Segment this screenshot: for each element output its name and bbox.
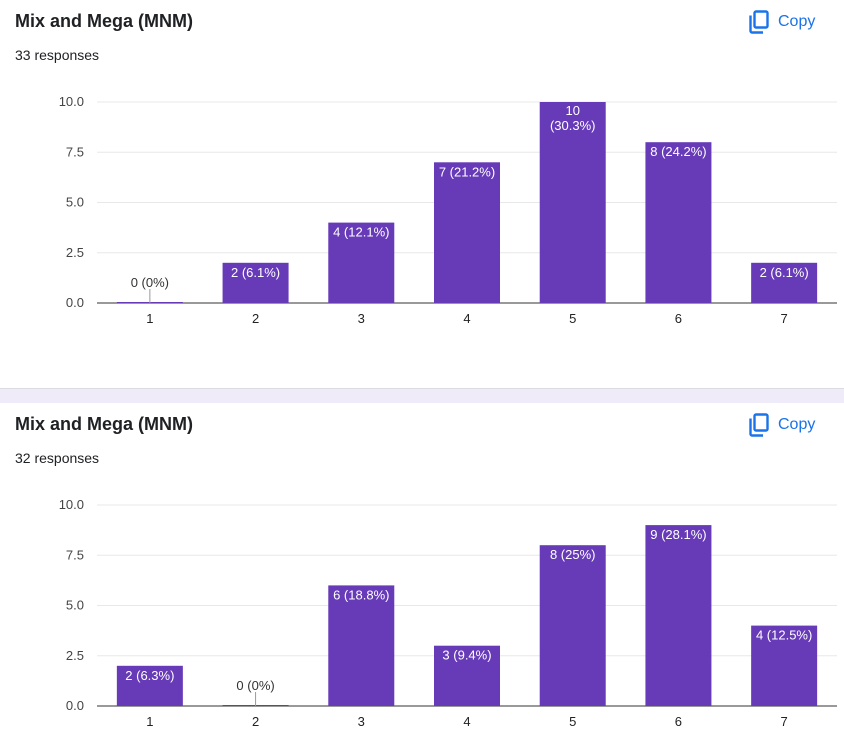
- y-tick-label: 5.0: [66, 598, 84, 613]
- bar: [328, 222, 395, 303]
- data-label: 0 (0%): [131, 275, 169, 290]
- y-tick-label: 0.0: [66, 295, 84, 310]
- question-title: Mix and Mega (MNM): [15, 11, 193, 31]
- data-label: 2 (6.3%): [125, 668, 174, 683]
- y-tick-label: 7.5: [66, 547, 84, 562]
- bar: [751, 625, 818, 706]
- bar-chart: 0.0 2.5 5.0 7.5 10.0 0 (0%) 1 2 (6.1%) 2 4 (12.1%…: [59, 94, 837, 326]
- copy-icon: [748, 10, 770, 34]
- y-tick-label: 2.5: [66, 648, 84, 663]
- bar: [645, 525, 712, 706]
- question-title: Mix and Mega (MNM): [15, 414, 193, 434]
- x-tick-label: 3: [358, 311, 365, 326]
- bar: [116, 665, 183, 706]
- question-card: Mix and Mega (MNM) 32 responses Copy 0.0…: [0, 403, 844, 749]
- x-tick-label: 5: [569, 311, 576, 326]
- data-label: 0 (0%): [236, 678, 274, 693]
- y-tick-label: 7.5: [66, 144, 84, 159]
- x-tick-label: 3: [358, 714, 365, 729]
- copy-icon: [748, 413, 770, 437]
- copy-button[interactable]: Copy: [744, 6, 819, 38]
- x-tick-label: 1: [146, 311, 153, 326]
- y-tick-label: 0.0: [66, 698, 84, 713]
- response-count: 32 responses: [15, 450, 100, 466]
- data-label: 10: [565, 103, 579, 118]
- copy-label: Copy: [778, 416, 816, 433]
- y-tick-label: 10.0: [59, 497, 84, 512]
- bar-chart: 0.0 2.5 5.0 7.5 10.0 2 (6.3%) 1 0 (0%) 2 6 (18.8%…: [59, 497, 837, 729]
- bar: [539, 102, 606, 303]
- data-label: 4 (12.1%): [333, 225, 389, 240]
- x-tick-label: 5: [569, 714, 576, 729]
- x-tick-label: 7: [781, 311, 788, 326]
- data-label: 3 (9.4%): [442, 648, 491, 663]
- x-tick-label: 6: [675, 714, 682, 729]
- bar: [222, 262, 289, 303]
- x-tick-label: 1: [146, 714, 153, 729]
- bar: [751, 262, 818, 303]
- data-label: 8 (24.2%): [650, 144, 706, 159]
- y-tick-label: 5.0: [66, 195, 84, 210]
- data-label: 8 (25%): [550, 547, 596, 562]
- copy-label: Copy: [778, 13, 816, 30]
- x-tick-label: 6: [675, 311, 682, 326]
- x-tick-label: 2: [252, 311, 259, 326]
- bar: [328, 585, 395, 706]
- data-label: (30.3%): [550, 118, 596, 133]
- y-tick-label: 10.0: [59, 94, 84, 109]
- copy-button[interactable]: Copy: [744, 409, 819, 441]
- x-tick-label: 2: [252, 714, 259, 729]
- x-tick-label: 4: [463, 311, 470, 326]
- x-tick-label: 4: [463, 714, 470, 729]
- response-count: 33 responses: [15, 47, 100, 63]
- data-label: 2 (6.1%): [760, 265, 809, 280]
- data-label: 2 (6.1%): [231, 265, 280, 280]
- data-label: 7 (21.2%): [439, 164, 495, 179]
- x-tick-label: 7: [781, 714, 788, 729]
- data-label: 9 (28.1%): [650, 527, 706, 542]
- bar: [539, 545, 606, 706]
- y-tick-label: 2.5: [66, 245, 84, 260]
- data-label: 4 (12.5%): [756, 628, 812, 643]
- bar: [434, 645, 500, 706]
- question-card: Mix and Mega (MNM) 33 responses Copy 0.0…: [15, 6, 837, 326]
- card-separator: [0, 388, 844, 403]
- bar: [434, 162, 500, 303]
- bar: [645, 142, 712, 303]
- data-label: 6 (18.8%): [333, 587, 389, 602]
